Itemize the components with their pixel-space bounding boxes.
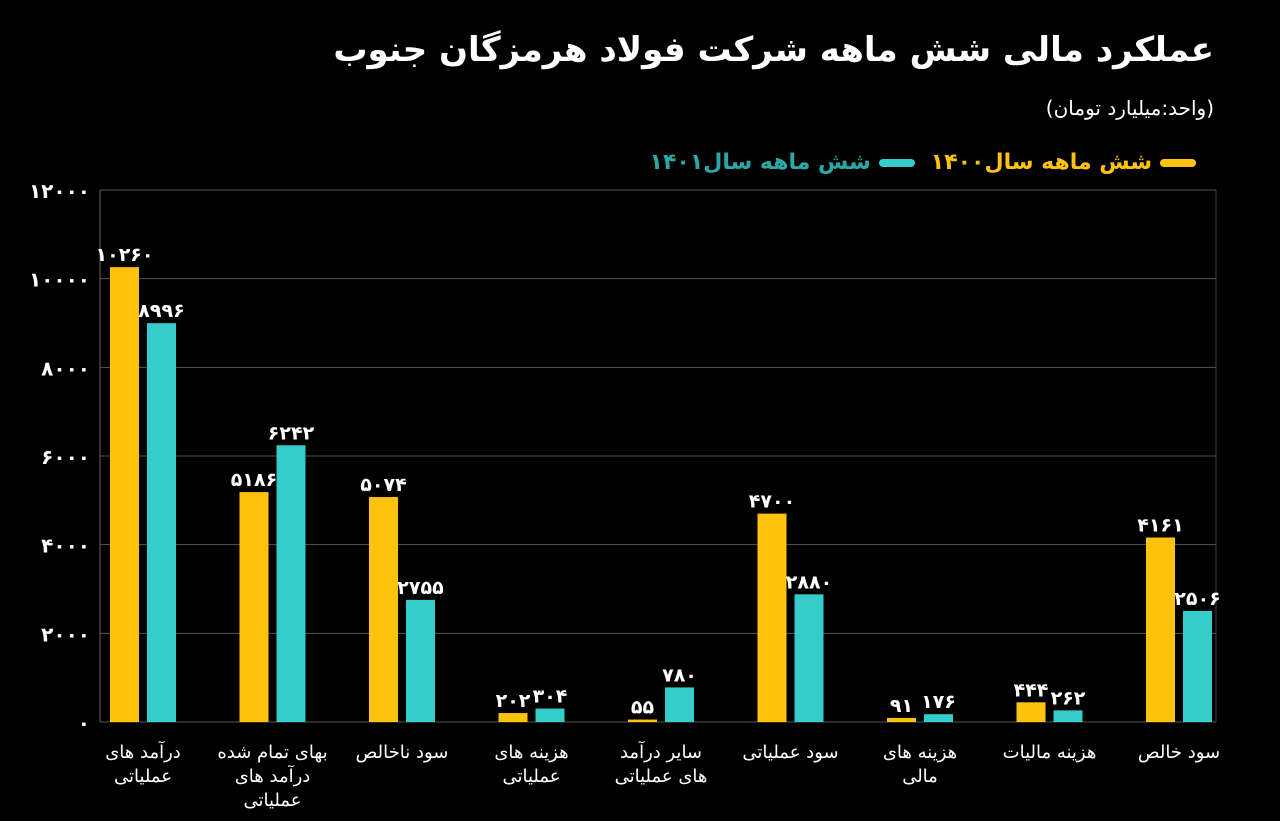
data-label: ۲۰۲ bbox=[496, 690, 531, 712]
bar-1400 bbox=[1016, 702, 1046, 722]
bar-1401 bbox=[665, 687, 694, 722]
bar-1401 bbox=[147, 323, 176, 722]
bar-1401 bbox=[1183, 610, 1212, 722]
y-tick-label: ۱۰۰۰۰ bbox=[29, 268, 90, 292]
y-tick-label: ۴۰۰۰ bbox=[41, 534, 90, 558]
x-tick-label: هزینه مالیات bbox=[1003, 742, 1097, 763]
x-tick-label: مالی bbox=[902, 766, 938, 787]
x-tick-label: های عملیاتی bbox=[615, 766, 708, 787]
data-label: ۶۲۴۲ bbox=[268, 422, 315, 444]
y-tick-label: ۰ bbox=[78, 711, 90, 735]
y-tick-label: ۸۰۰۰ bbox=[41, 356, 90, 380]
unit-label: (واحد:میلیارد تومان) bbox=[1045, 96, 1214, 120]
data-label: ۳۰۴ bbox=[533, 686, 568, 708]
bar-1401 bbox=[276, 445, 306, 722]
data-label: ۸۹۹۶ bbox=[138, 300, 184, 322]
y-tick-label: ۱۲۰۰۰ bbox=[29, 179, 90, 203]
x-tick-label: سایر درآمد bbox=[620, 740, 702, 763]
bar-1401 bbox=[794, 594, 824, 722]
x-tick-label: درآمد های bbox=[235, 764, 311, 787]
x-tick-label: عملیاتی bbox=[243, 790, 301, 811]
bar-1400 bbox=[1146, 537, 1175, 722]
x-tick-label: سود خالص bbox=[1138, 742, 1220, 763]
data-label: ۲۸۸۰ bbox=[786, 571, 832, 593]
data-label: ۴۷۰۰ bbox=[749, 491, 795, 513]
x-tick-label: عملیاتی bbox=[114, 766, 172, 787]
data-label: ۵۱۸۶ bbox=[231, 469, 277, 491]
y-tick-label: ۶۰۰۰ bbox=[41, 445, 90, 469]
x-tick-label: هزینه های bbox=[494, 742, 568, 763]
x-tick-label: بهای تمام شده bbox=[217, 742, 327, 763]
x-tick-label: هزینه های bbox=[883, 742, 957, 763]
data-label: ۱۷۶ bbox=[921, 691, 956, 713]
data-label: ۷۸۰ bbox=[662, 664, 697, 686]
data-label: ۴۱۶۱ bbox=[1137, 515, 1183, 537]
bar-1400 bbox=[239, 492, 269, 722]
legend-swatch-1400 bbox=[1160, 158, 1196, 167]
x-tick-label: درآمد های bbox=[105, 740, 181, 763]
data-label: ۲۷۵۵ bbox=[397, 577, 444, 599]
bar-1401 bbox=[1053, 710, 1083, 722]
bar-1400 bbox=[498, 713, 528, 722]
data-label: ۵۵ bbox=[631, 697, 655, 719]
legend: شش ماهه سال۱۴۰۰ شش ماهه سال۱۴۰۱ bbox=[650, 150, 1196, 175]
bar-1401 bbox=[535, 708, 565, 722]
data-label: ۴۴۴ bbox=[1014, 679, 1049, 701]
data-label: ۹۱ bbox=[890, 695, 913, 717]
bar-1400 bbox=[110, 267, 139, 722]
data-label: ۱۰۲۶۰ bbox=[96, 244, 154, 266]
data-label: ۵۰۷۴ bbox=[360, 474, 406, 496]
bar-1400 bbox=[369, 497, 398, 722]
bar-1400 bbox=[757, 513, 787, 722]
legend-label-1401: شش ماهه سال۱۴۰۱ bbox=[649, 150, 871, 175]
legend-label-1400: شش ماهه سال۱۴۰۰ bbox=[930, 150, 1152, 175]
x-tick-label: سود عملیاتی bbox=[742, 742, 838, 763]
x-tick-label: سود ناخالص bbox=[356, 742, 449, 763]
data-label: ۲۶۲ bbox=[1051, 687, 1086, 709]
bar-1401 bbox=[924, 714, 953, 722]
legend-swatch-1401 bbox=[878, 158, 915, 167]
x-tick-label: عملیاتی bbox=[502, 766, 560, 787]
y-tick-label: ۲۰۰۰ bbox=[41, 622, 90, 646]
bar-1401 bbox=[406, 599, 435, 722]
data-label: ۲۵۰۶ bbox=[1174, 588, 1220, 610]
chart-title: عملکرد مالی شش ماهه شرکت فولاد هرمزگان ج… bbox=[333, 30, 1214, 70]
bar-1400 bbox=[628, 719, 657, 722]
bar-1400 bbox=[887, 717, 916, 722]
